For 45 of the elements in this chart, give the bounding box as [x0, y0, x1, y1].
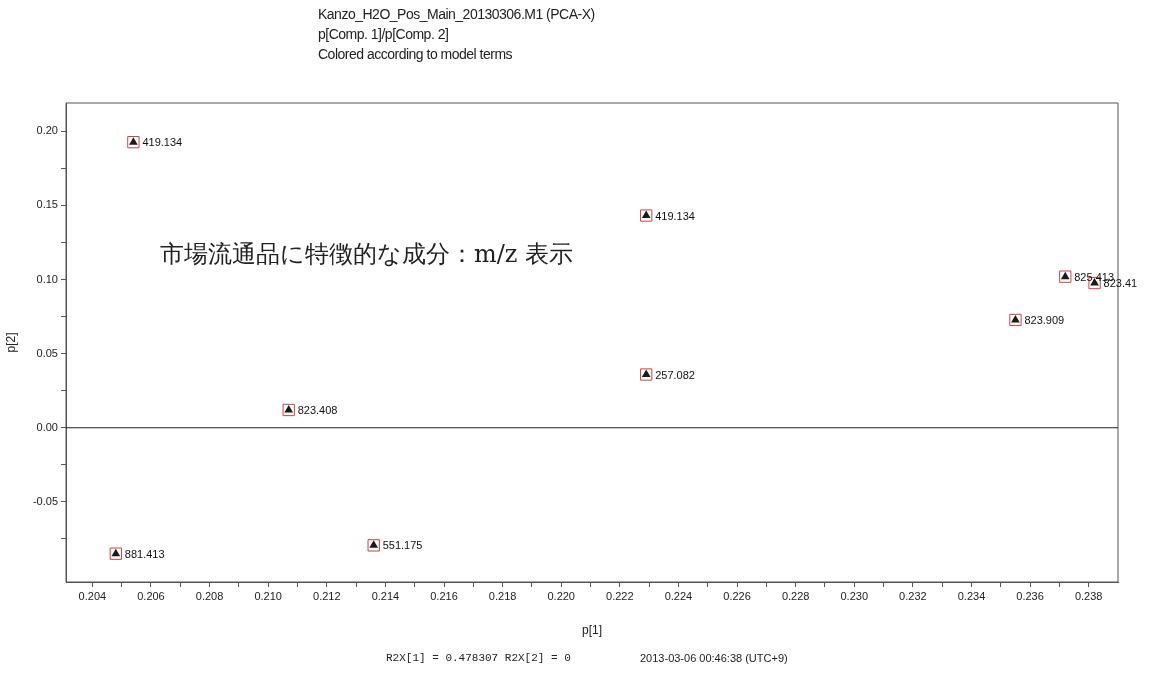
x-tick-label: 0.206 — [137, 589, 165, 602]
point — [1009, 313, 1022, 327]
x-tick-label: 0.228 — [781, 589, 810, 602]
annotation: 823.408 — [297, 404, 338, 417]
chart-title: Kanzo_H2O_Pos_Main_20130306.M1 (PCA-X) — [318, 6, 595, 22]
y-tick-label: 0.15 — [36, 198, 58, 211]
annotation: 551.175 — [382, 539, 423, 552]
x-tick-label: 0.234 — [957, 589, 986, 602]
x-tick-label: 0.220 — [547, 589, 575, 602]
x-tick-label: 0.230 — [840, 589, 869, 602]
y-axis-title: p[2] — [3, 332, 18, 353]
text: 2013-03-06 00:46:38 (UTC+9) — [640, 652, 788, 664]
point — [129, 137, 138, 145]
y-tick-label: 0.05 — [36, 346, 58, 359]
x-tick-label: 0.210 — [254, 589, 282, 602]
x-tick-label: 0.204 — [78, 589, 107, 602]
y-tick-label: 0.20 — [36, 124, 58, 137]
annotation: 823.909 — [1024, 313, 1065, 326]
text: Colored according to model terms — [318, 46, 513, 62]
y-tick-label: 0.00 — [36, 420, 58, 433]
x-tick-label: 0.222 — [606, 589, 634, 602]
x-tick-label: 0.214 — [371, 589, 400, 602]
annotation: 419.134 — [142, 136, 183, 149]
annotation: 881.413 — [124, 547, 165, 560]
x-axis-title: p[1] — [581, 623, 603, 638]
annotation: 419.134 — [655, 209, 695, 222]
annotation: 市場流通品に特徴的な成分：m/z 表示 — [160, 239, 574, 270]
x-tick-label: 0.236 — [1016, 589, 1044, 602]
x-tick-label: 0.226 — [723, 589, 751, 602]
x-tick-label: 0.212 — [313, 589, 341, 602]
x-tick-label: 0.238 — [1074, 589, 1103, 602]
x-tick-label: 0.208 — [195, 589, 224, 602]
point — [367, 539, 380, 552]
text: R2X[1] = 0.478307 R2X[2] = 0 — [386, 652, 571, 664]
x-tick-label: 0.216 — [430, 589, 458, 602]
annotation: 257.082 — [655, 368, 695, 381]
point — [282, 403, 295, 417]
y-tick-label: -0.05 — [32, 494, 58, 507]
x-tick-label: 0.224 — [664, 589, 693, 602]
x-tick-label: 0.218 — [488, 589, 517, 602]
x-tick-label: 0.232 — [899, 589, 927, 602]
chart-subtitle: p[Comp. 1]/p[Comp. 2] — [318, 26, 449, 42]
y-tick-label: 0.10 — [36, 272, 58, 285]
point — [127, 135, 140, 149]
point — [369, 540, 379, 548]
